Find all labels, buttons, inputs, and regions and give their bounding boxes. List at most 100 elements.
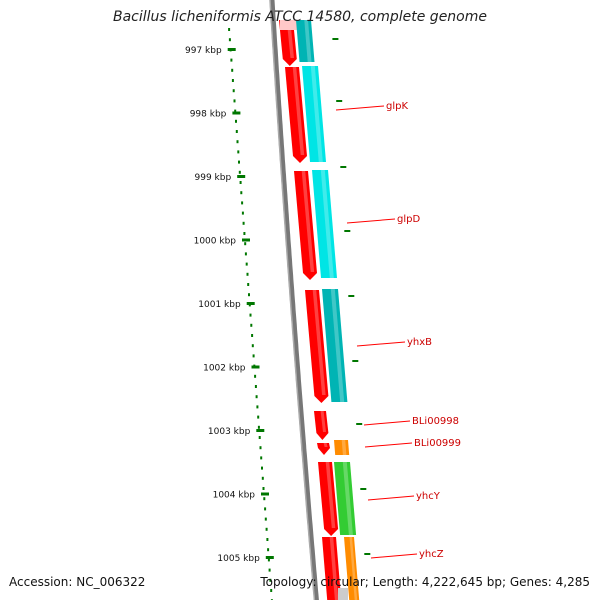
ruler-major-tick: [261, 492, 269, 496]
gene-block: [317, 443, 330, 455]
gene-block: [322, 537, 342, 600]
ruler-minor-tick: [257, 415, 260, 419]
cds-block-shade: [320, 170, 334, 278]
ruler-minor-tick: [254, 374, 257, 378]
gene-leader-line: [363, 420, 411, 426]
ruler-label: 1002 kbp: [203, 364, 246, 374]
ruler-minor-tick: [244, 252, 247, 256]
gene-label: glpD: [397, 214, 420, 225]
ruler-label: 1001 kbp: [198, 300, 241, 310]
ruler-minor-tick: [267, 548, 270, 552]
ruler-minor-tick: [251, 334, 254, 337]
cds-block-shade: [310, 66, 323, 162]
ruler-minor-tick: [240, 191, 243, 195]
ruler-minor-tick: [252, 354, 255, 358]
ruler-label: 1000 kbp: [194, 237, 237, 247]
ruler-minor-tick: [256, 405, 259, 409]
track-tick: [360, 488, 367, 490]
ruler-minor-tick: [249, 313, 252, 317]
ruler-minor-tick: [262, 487, 265, 490]
ruler-minor-tick: [241, 211, 244, 215]
ruler-label: 999 kbp: [195, 173, 232, 183]
track-tick: [364, 553, 371, 555]
ruler-minor-tick: [239, 181, 242, 184]
ruler-minor-tick: [241, 201, 244, 205]
ruler-minor-tick: [268, 568, 271, 572]
cds-block: [334, 462, 357, 535]
ruler-minor-tick: [233, 99, 236, 103]
ruler-minor-tick: [269, 578, 272, 582]
ruler-minor-tick: [265, 527, 268, 531]
ruler-minor-tick: [231, 79, 234, 82]
ruler-minor-tick: [238, 170, 241, 174]
cds-block: [296, 20, 315, 62]
cds-block-shade: [304, 20, 312, 62]
ruler-minor-tick: [246, 272, 249, 276]
ruler-minor-tick: [234, 109, 237, 113]
track-tick: [348, 295, 355, 297]
cds-block-shade: [330, 289, 345, 402]
ruler-major-tick: [237, 175, 246, 178]
gene-block-shade: [329, 537, 339, 600]
gene-block: [305, 290, 329, 403]
ruler-major-tick: [242, 238, 250, 242]
accession-label: Accession: NC_006322: [9, 575, 146, 589]
gene-leader-line: [370, 553, 418, 559]
ruler-minor-tick: [258, 436, 261, 439]
gene-leader-line: [335, 105, 385, 111]
ruler-minor-tick: [235, 130, 238, 133]
track-tick: [352, 360, 359, 362]
ruler-minor-tick: [261, 466, 263, 470]
ruler-label: 998 kbp: [190, 110, 227, 120]
gene-block: [318, 462, 339, 536]
backbone-highlight: [269, 0, 316, 604]
ruler-label: 1004 kbp: [213, 491, 256, 501]
ruler-minor-tick: [243, 232, 246, 235]
topology-label: Topology: circular; Length: 4,222,645 bp…: [260, 575, 590, 589]
ruler-minor-tick: [236, 140, 239, 144]
gene-block: [285, 67, 307, 163]
ruler-major-tick: [251, 365, 260, 369]
gene-leader-line: [367, 495, 415, 501]
ruler-minor-tick: [261, 476, 264, 480]
ruler-major-tick: [265, 556, 274, 559]
track-tick: [336, 100, 343, 102]
ruler-minor-tick: [267, 558, 270, 562]
gene-label: yhcY: [416, 491, 441, 502]
ruler-minor-tick: [266, 538, 269, 541]
gene-block: [314, 411, 329, 440]
gene-block-shade: [323, 443, 328, 447]
gene-label: BLi00999: [414, 438, 461, 449]
gene-label: BLi00998: [412, 416, 459, 427]
ruler-minor-tick: [254, 385, 257, 388]
cds-block-shade: [342, 462, 353, 535]
ruler-minor-tick: [259, 446, 262, 450]
gene-block: [294, 171, 317, 280]
ruler-major-tick: [232, 111, 241, 115]
ruler-label: 1005 kbp: [217, 554, 260, 564]
gene-block-shade: [301, 171, 315, 272]
cds-block: [312, 170, 337, 278]
ruler-minor-tick: [231, 68, 234, 72]
cds-block: [334, 440, 350, 455]
ruler-major-tick: [256, 429, 265, 432]
track-tick: [356, 423, 363, 425]
ruler-major-tick: [246, 302, 255, 305]
ruler-minor-tick: [235, 119, 237, 123]
ruler-minor-tick: [264, 517, 267, 521]
ruler-minor-tick: [257, 425, 260, 429]
gene-label: yhxB: [407, 337, 432, 348]
gene-block-shade: [325, 462, 336, 528]
ruler-minor-tick: [250, 323, 253, 327]
backbone-line: [269, 0, 320, 604]
ruler-label: 997 kbp: [185, 46, 222, 56]
gene-leader-line: [346, 218, 396, 224]
ruler-major-tick: [227, 48, 236, 51]
ruler-label: 1003 kbp: [208, 427, 251, 437]
gene-label: glpK: [386, 101, 408, 112]
highlight-region: [280, 20, 302, 30]
gene-block-shade: [292, 67, 305, 155]
ruler-minor-tick: [238, 160, 240, 164]
ruler-minor-tick: [263, 497, 266, 501]
